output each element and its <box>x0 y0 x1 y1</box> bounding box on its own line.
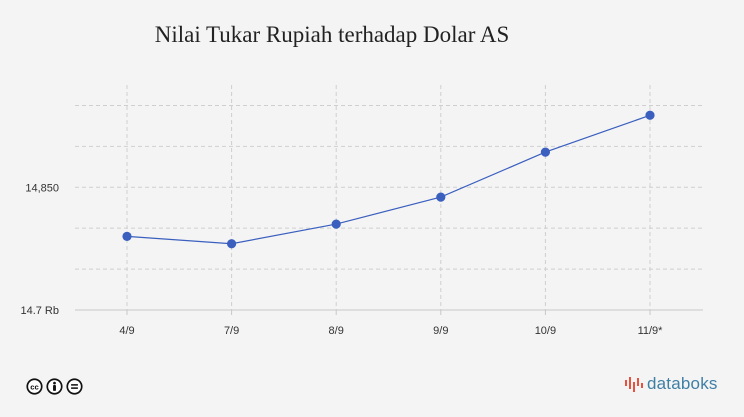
cc-icon[interactable]: cc <box>26 378 43 395</box>
x-tick-label: 8/9 <box>329 325 344 337</box>
y-tick-label: 14.7 Rb <box>20 305 59 317</box>
brand-logo[interactable]: databoks <box>624 374 718 394</box>
axes <box>75 309 703 315</box>
brand-name: databoks <box>647 374 718 393</box>
x-tick-label: 11/9* <box>638 325 664 337</box>
y-axis-ticks: 14.7 Rb 14,850 <box>20 182 59 317</box>
bar-chart-logo-icon <box>625 377 643 392</box>
x-axis-ticks: 4/9 7/9 8/9 9/9 10/9 11/9* <box>119 325 663 337</box>
x-tick-label: 7/9 <box>224 325 239 337</box>
data-point[interactable] <box>645 110 655 120</box>
x-tick-label: 9/9 <box>433 325 448 337</box>
nd-icon[interactable] <box>66 378 83 395</box>
chart-title: Nilai Tukar Rupiah terhadap Dolar AS <box>154 22 510 47</box>
grid <box>75 85 703 310</box>
data-point[interactable] <box>227 239 237 249</box>
data-point[interactable] <box>122 231 132 241</box>
y-tick-label: 14,850 <box>25 182 59 194</box>
x-tick-label: 10/9 <box>535 325 556 337</box>
license-icons: cc <box>26 378 83 395</box>
svg-text:cc: cc <box>30 382 39 391</box>
data-point[interactable] <box>436 192 446 202</box>
series <box>122 110 655 249</box>
series-line <box>126 114 651 245</box>
data-point[interactable] <box>540 147 551 157</box>
by-icon[interactable] <box>46 378 63 395</box>
data-point[interactable] <box>331 219 341 229</box>
x-tick-label: 4/9 <box>119 325 134 337</box>
